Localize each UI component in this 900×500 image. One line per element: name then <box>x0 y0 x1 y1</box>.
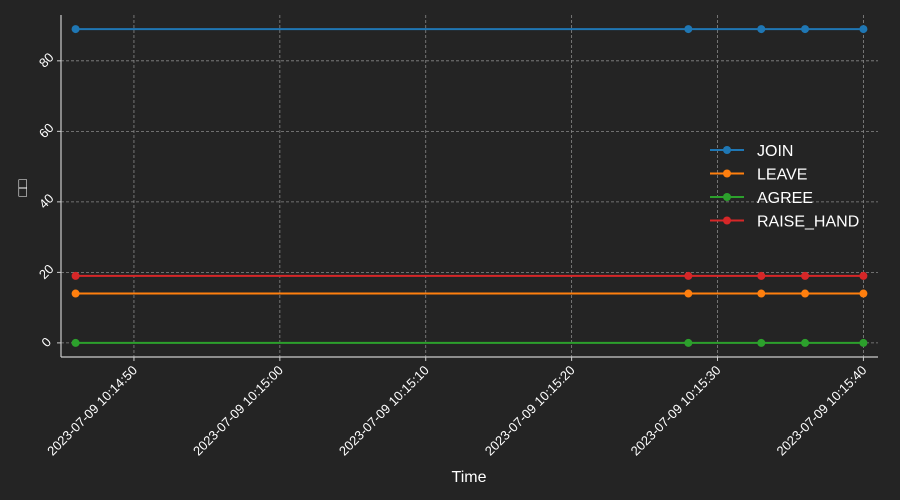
y-tick-label: 0 <box>38 334 54 350</box>
data-point-raise-hand <box>684 271 693 280</box>
data-point-raise-hand <box>71 271 80 280</box>
x-tick-label: 2023-07-09 10:15:10 <box>336 363 432 459</box>
data-point-leave <box>757 289 766 298</box>
legend-item-agree: AGREE <box>710 190 813 207</box>
data-point-agree <box>757 338 766 347</box>
data-point-leave <box>684 289 693 298</box>
series-raise-hand <box>71 271 868 280</box>
data-point-agree <box>859 338 868 347</box>
data-point-leave <box>859 289 868 298</box>
data-point-join <box>71 25 80 34</box>
data-point-join <box>684 25 693 34</box>
x-axis-label: Time <box>452 469 487 486</box>
legend-label: AGREE <box>757 190 813 207</box>
series-join <box>71 25 868 34</box>
data-point-join <box>859 25 868 34</box>
data-point-leave <box>71 289 80 298</box>
series-leave <box>71 289 868 298</box>
legend-swatch-marker <box>723 216 731 225</box>
data-point-raise-hand <box>757 271 766 280</box>
legend-label: RAISE_HAND <box>757 214 859 231</box>
legend-label: LEAVE <box>757 167 807 184</box>
data-point-leave <box>801 289 810 298</box>
legend-item-raise-hand: RAISE_HAND <box>710 214 859 231</box>
x-tick-label: 2023-07-09 10:14:50 <box>44 363 140 459</box>
legend-item-leave: LEAVE <box>710 167 807 184</box>
x-tick-label: 2023-07-09 10:15:00 <box>190 363 286 459</box>
legend: JOIN LEAVE AGREE RAISE_HAND <box>710 143 859 231</box>
data-point-raise-hand <box>859 271 868 280</box>
y-tick-label: 60 <box>36 120 57 141</box>
data-point-join <box>757 25 766 34</box>
y-axis-label: □□ <box>14 179 30 196</box>
legend-swatch-marker <box>723 193 731 201</box>
legend-item-join: JOIN <box>710 143 793 160</box>
legend-swatch-marker <box>723 169 731 178</box>
axes <box>57 15 878 361</box>
y-tick-label: 20 <box>36 261 57 282</box>
tick-labels: 2023-07-09 10:14:50 2023-07-09 10:15:00 20… <box>36 50 870 459</box>
grid-lines <box>61 15 878 357</box>
x-tick-label: 2023-07-09 10:15:30 <box>628 363 724 459</box>
series-layer <box>71 25 868 347</box>
x-tick-label: 2023-07-09 10:15:20 <box>482 363 578 459</box>
x-tick-label: 2023-07-09 10:15:40 <box>774 363 870 459</box>
y-tick-label: 80 <box>36 50 57 71</box>
y-tick-label: 40 <box>36 191 57 212</box>
legend-swatch-marker <box>723 146 731 154</box>
data-point-join <box>801 25 810 34</box>
data-point-agree <box>71 338 80 347</box>
legend-label: JOIN <box>757 143 793 160</box>
series-agree <box>71 338 868 347</box>
data-point-raise-hand <box>801 271 810 280</box>
data-point-agree <box>801 338 810 347</box>
data-point-agree <box>684 338 693 347</box>
